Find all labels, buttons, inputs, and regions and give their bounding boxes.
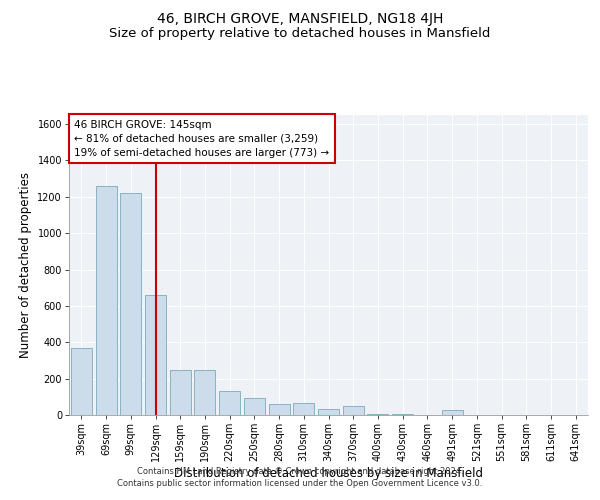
Text: 46, BIRCH GROVE, MANSFIELD, NG18 4JH: 46, BIRCH GROVE, MANSFIELD, NG18 4JH (157, 12, 443, 26)
Text: Size of property relative to detached houses in Mansfield: Size of property relative to detached ho… (109, 28, 491, 40)
Bar (318, 408, 339, 415)
Bar (95, 186, 116, 415)
Bar (367, 414, 388, 415)
Bar (343, 406, 364, 415)
Text: 46 BIRCH GROVE: 145sqm
← 81% of detached houses are smaller (3,259)
19% of semi-: 46 BIRCH GROVE: 145sqm ← 81% of detached… (74, 120, 329, 158)
Bar (293, 403, 314, 415)
Bar (170, 370, 191, 415)
Y-axis label: Number of detached properties: Number of detached properties (19, 172, 32, 358)
Bar (145, 295, 166, 415)
Bar (71, 348, 92, 415)
Bar (194, 370, 215, 415)
Bar (244, 398, 265, 415)
Bar (219, 392, 240, 415)
Text: Contains HM Land Registry data © Crown copyright and database right 2024.
Contai: Contains HM Land Registry data © Crown c… (118, 466, 482, 487)
Bar (442, 410, 463, 415)
Bar (269, 404, 290, 415)
Bar (120, 193, 141, 415)
X-axis label: Distribution of detached houses by size in Mansfield: Distribution of detached houses by size … (174, 467, 483, 480)
Bar (392, 414, 413, 415)
